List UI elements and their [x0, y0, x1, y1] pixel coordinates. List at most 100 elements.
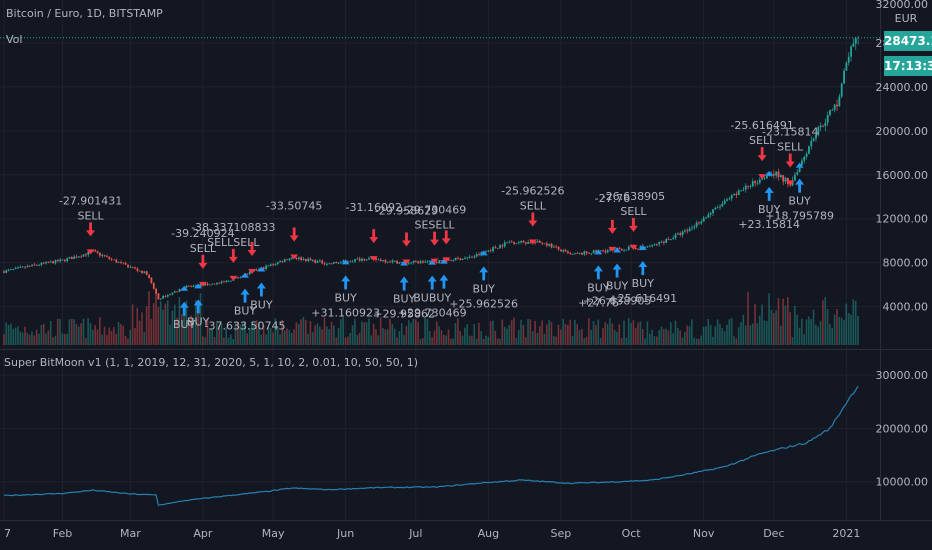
- candle-body: [5, 270, 8, 273]
- volume-bar: [609, 318, 611, 345]
- volume-bar: [534, 320, 536, 345]
- buy-arrow-shape: [399, 276, 409, 291]
- volume-bar: [293, 329, 295, 345]
- candle-body: [417, 261, 420, 264]
- candle-body: [113, 259, 115, 261]
- candle-body: [440, 260, 443, 262]
- candle-body: [485, 251, 487, 253]
- volume-bar: [630, 322, 632, 345]
- volume-bar: [674, 320, 677, 345]
- candle-body: [466, 257, 469, 259]
- candle-body: [223, 281, 225, 283]
- candle-body: [419, 261, 422, 264]
- candle-body: [447, 258, 450, 261]
- sell-arrow: [430, 231, 440, 246]
- volume-bar: [326, 326, 328, 345]
- candle-body: [80, 256, 83, 258]
- price-candles: [3, 35, 859, 301]
- symbol-title[interactable]: Bitcoin / Euro, 1D, BITSTAMP: [6, 7, 163, 20]
- candle-body: [487, 250, 490, 252]
- candle-body: [751, 181, 754, 187]
- candle-body: [653, 244, 656, 246]
- volume-bar: [571, 335, 574, 345]
- volume-bar: [302, 317, 305, 345]
- candle-body: [115, 259, 118, 263]
- sell-signal-label: -38.337108833: [191, 221, 275, 234]
- candle-body: [216, 282, 218, 285]
- volume-bar: [597, 319, 600, 345]
- candle-body: [772, 173, 775, 176]
- volume-bar: [651, 329, 653, 345]
- candle-body: [227, 280, 230, 282]
- volume-bar: [309, 321, 312, 345]
- volume-bar: [506, 328, 508, 345]
- candle-body: [819, 125, 822, 128]
- candle-body: [555, 246, 558, 248]
- candle-body: [578, 252, 581, 254]
- volume-bar: [613, 330, 616, 345]
- volume-bar: [721, 328, 724, 345]
- volume-bar: [183, 310, 185, 345]
- volume-bar: [763, 320, 766, 345]
- volume-bar: [655, 336, 658, 345]
- candle-body: [791, 180, 794, 186]
- price-tick-label: 8000.00: [883, 257, 929, 270]
- candle-body: [838, 96, 841, 107]
- volume-bar: [113, 327, 115, 345]
- volume-bar: [26, 332, 29, 345]
- indicator-title[interactable]: Super BitMoon v1 (1, 1, 2019, 12, 31, 20…: [4, 356, 419, 369]
- chart-grid: [0, 0, 880, 520]
- buy-arrow: [612, 263, 622, 278]
- candle-body: [494, 247, 497, 249]
- candle-body: [302, 258, 305, 261]
- volume-bar: [319, 326, 321, 345]
- volume-bar: [471, 335, 473, 345]
- volume-bar: [698, 338, 700, 345]
- volume-bar: [33, 335, 36, 345]
- volume-bar: [639, 321, 642, 345]
- volume-bar: [515, 338, 518, 345]
- volume-bar: [101, 334, 103, 345]
- volume-bar: [501, 319, 504, 345]
- candle-body: [854, 38, 857, 44]
- candle-body: [707, 214, 710, 218]
- candle-body: [7, 269, 10, 271]
- price-tick-label-cut: 32000.00: [876, 0, 929, 11]
- candle-body: [162, 296, 165, 299]
- candle-body: [31, 264, 33, 267]
- sell-marker: [369, 256, 378, 262]
- volume-bar: [440, 330, 443, 345]
- volume-bar: [241, 322, 244, 345]
- sell-signal-label: -27.901431: [59, 194, 122, 207]
- candle-body: [213, 283, 216, 285]
- sell-arrow: [198, 254, 208, 269]
- volume-bar: [131, 304, 134, 345]
- volume-bar: [777, 298, 780, 345]
- volume-bar: [199, 293, 202, 345]
- volume-label[interactable]: Vol: [6, 33, 23, 46]
- candle-body: [567, 251, 569, 253]
- candle-body: [330, 263, 333, 265]
- candle-body: [323, 263, 326, 265]
- candle-body: [281, 261, 284, 262]
- candle-body: [225, 280, 228, 283]
- volume-bar: [641, 328, 644, 345]
- candle-body: [239, 277, 242, 279]
- candle-body: [361, 258, 363, 261]
- candle-body: [274, 264, 277, 265]
- candle-body: [576, 253, 579, 254]
- volume-bar: [134, 328, 136, 345]
- candle-body: [723, 200, 726, 204]
- volume-bar: [583, 338, 586, 345]
- volume-bar: [223, 337, 225, 345]
- candle-body: [730, 195, 733, 199]
- candle-body: [620, 249, 623, 251]
- volume-bar: [162, 309, 164, 345]
- sell-signal-label: -39.240924: [171, 227, 234, 240]
- candle-body: [503, 242, 506, 247]
- buy-marker: [400, 260, 409, 266]
- sell-arrow: [441, 230, 451, 245]
- volume-bar: [384, 329, 387, 345]
- volume-bar: [410, 322, 412, 345]
